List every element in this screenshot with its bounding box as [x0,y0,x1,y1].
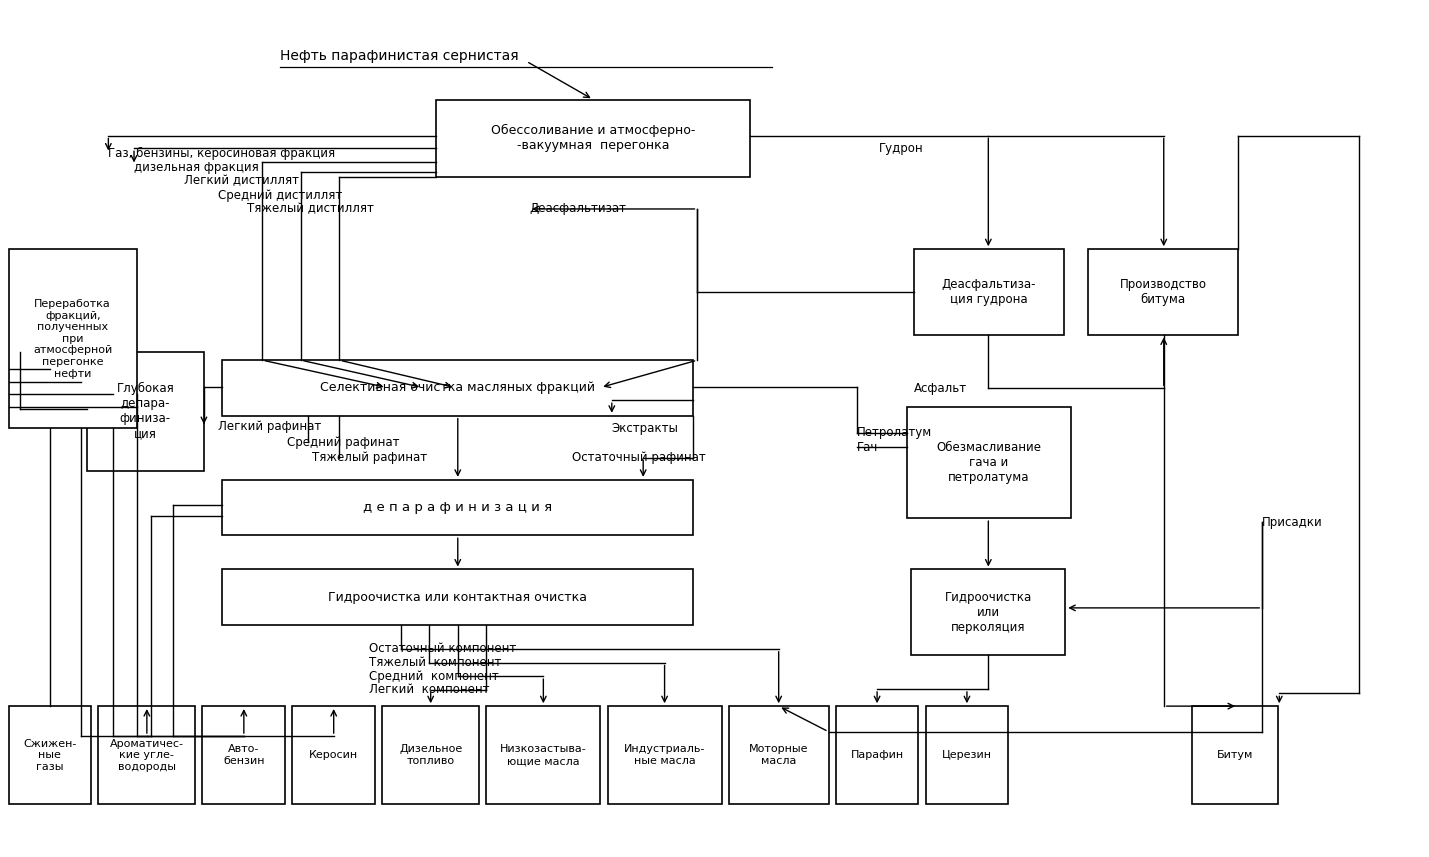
Bar [1192,706,1278,805]
Text: Нефть парафинистая сернистая: Нефть парафинистая сернистая [280,49,519,63]
Text: Гидроочистка или контактная очистка: Гидроочистка или контактная очистка [329,590,587,603]
Bar [907,407,1072,518]
Text: Деасфальтиза-
ция гудрона: Деасфальтиза- ция гудрона [942,278,1036,306]
Bar [223,480,693,536]
Text: Ароматичес-
кие угле-
водороды: Ароматичес- кие угле- водороды [110,739,184,772]
Text: Производство
битума: Производство битума [1119,278,1206,306]
Text: Гидроочистка
или
перколяция: Гидроочистка или перколяция [945,590,1032,633]
Text: Глубокая
депара-
финиза-
ция: Глубокая депара- финиза- ция [117,382,174,440]
Text: Легкий дистиллят: Легкий дистиллят [184,174,299,188]
Text: Моторные
масла: Моторные масла [749,745,809,766]
Text: Тяжелый  компонент: Тяжелый компонент [369,656,502,669]
Text: Гач: Гач [857,440,879,454]
Text: дизельная фракция: дизельная фракция [134,160,259,174]
Text: Индустриаль-
ные масла: Индустриаль- ные масла [624,745,706,766]
Text: Асфальт: Асфальт [915,382,967,395]
Text: Сжижен-
ные
газы: Сжижен- ные газы [23,739,77,772]
Text: Средний  компонент: Средний компонент [369,669,499,683]
Text: Петролатум: Петролатум [857,426,932,440]
Text: Авто-
бензин: Авто- бензин [223,745,264,766]
Text: Керосин: Керосин [309,750,359,760]
Bar [1087,249,1238,334]
Text: Переработка
фракций,
полученных
при
атмосферной
перегонке
нефти: Переработка фракций, полученных при атмо… [33,299,113,379]
Text: Селективная очистка масляных фракций: Селективная очистка масляных фракций [320,381,596,394]
Bar [486,706,600,805]
Text: Легкий рафинат: Легкий рафинат [219,420,322,434]
Text: Легкий  компонент: Легкий компонент [369,683,490,697]
Text: Деасфальтизат: Деасфальтизат [529,202,626,215]
Bar [223,569,693,625]
Text: Обезмасливание
гача и
петролатума: Обезмасливание гача и петролатума [936,441,1042,484]
Text: Церезин: Церезин [942,750,992,760]
Bar [9,706,91,805]
Bar [293,706,374,805]
Bar [382,706,479,805]
Text: Обессоливание и атмосферно-
-вакуумная  перегонка: Обессоливание и атмосферно- -вакуумная п… [492,124,696,152]
Bar [836,706,919,805]
Text: Газ, бензины, керосиновая фракция: Газ, бензины, керосиновая фракция [109,147,336,160]
Bar [607,706,722,805]
Bar [223,360,693,416]
Text: Остаточный компонент: Остаточный компонент [369,643,517,656]
Bar [9,249,137,428]
Bar [915,249,1065,334]
Text: Гудрон: Гудрон [879,141,923,155]
Text: Средний рафинат: Средний рафинат [287,435,399,449]
Text: Остаточный рафинат: Остаточный рафинат [572,451,706,464]
Bar [203,706,286,805]
Text: Тяжелый рафинат: Тяжелый рафинат [313,451,427,464]
Bar [912,569,1066,655]
Text: Битум: Битум [1218,750,1253,760]
Text: Парафин: Парафин [850,750,903,760]
Text: Экстракты: Экстракты [612,422,679,435]
Bar [436,99,750,177]
Text: Дизельное
топливо: Дизельное топливо [399,745,463,766]
Text: д е п а р а ф и н и з а ц и я: д е п а р а ф и н и з а ц и я [363,501,553,514]
Text: Тяжелый дистиллят: Тяжелый дистиллят [247,202,373,215]
Bar [99,706,196,805]
Bar [729,706,829,805]
Text: Присадки: Присадки [1262,516,1323,529]
Bar [926,706,1009,805]
Bar [87,351,204,471]
Text: Низкозастыва-
ющие масла: Низкозастыва- ющие масла [500,745,587,766]
Text: Средний дистиллят: Средний дистиллят [219,189,343,201]
